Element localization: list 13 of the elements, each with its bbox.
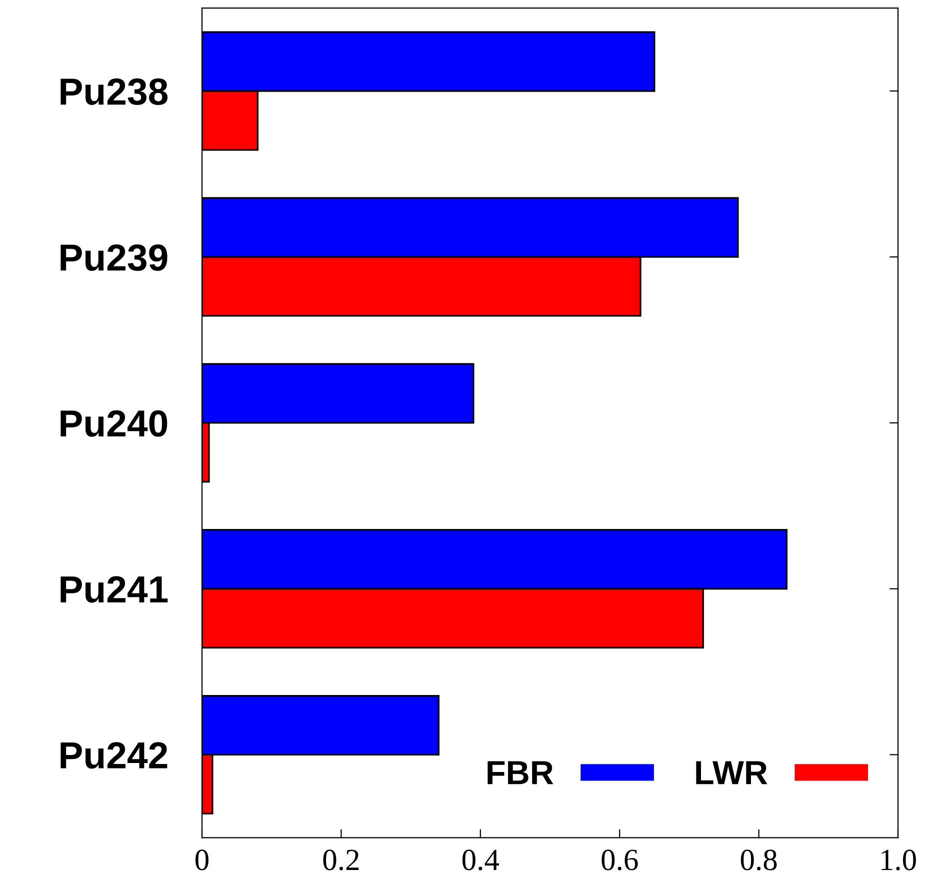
x-tick-label: 0.6 bbox=[602, 850, 638, 870]
x-tick-label: 0 bbox=[196, 850, 208, 870]
x-tick-label: 0.4 bbox=[462, 850, 500, 870]
y-tick-label: Pu239 bbox=[60, 244, 168, 271]
legend-label: LWR bbox=[696, 761, 768, 784]
y-tick-label: Pu241 bbox=[60, 576, 168, 603]
y-tick-label: Pu238 bbox=[60, 78, 168, 106]
x-tick-label: 1.0 bbox=[882, 850, 916, 870]
legend-label: FBR bbox=[488, 761, 554, 784]
x-tick-label: 0.8 bbox=[740, 850, 777, 870]
y-tick-label: Pu242 bbox=[60, 742, 168, 769]
x-tick-label: 0.2 bbox=[323, 850, 359, 870]
y-tick-label: Pu240 bbox=[60, 410, 168, 437]
